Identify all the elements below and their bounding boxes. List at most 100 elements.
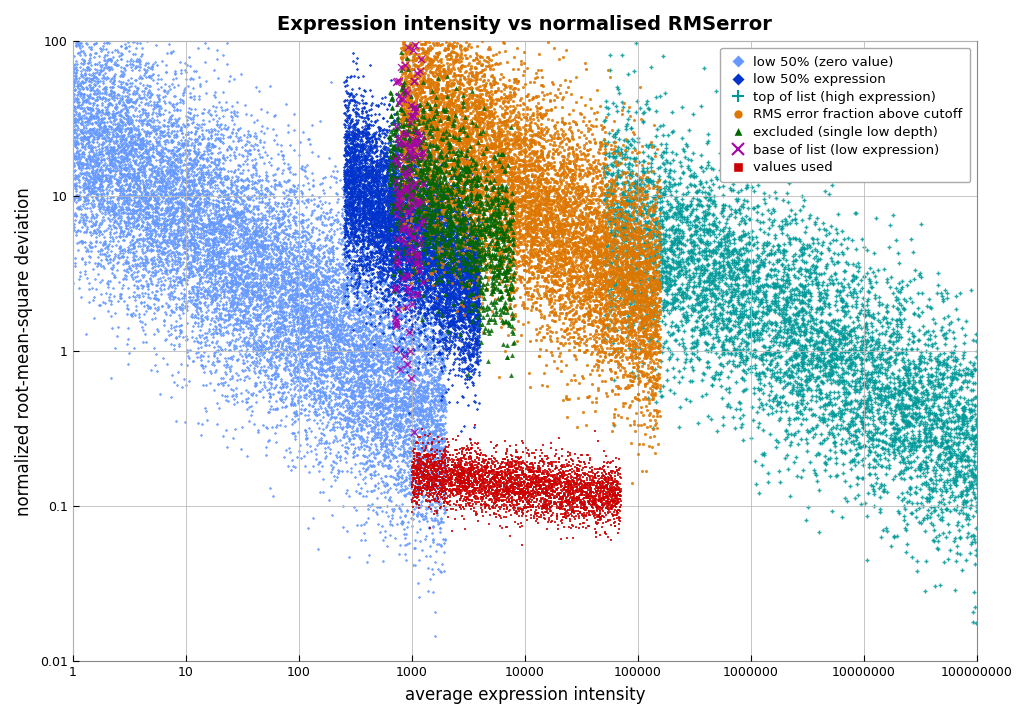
Point xyxy=(172,248,188,260)
Point xyxy=(462,126,478,137)
Point xyxy=(450,307,467,319)
Point xyxy=(465,215,481,226)
Point xyxy=(483,96,500,108)
Point xyxy=(254,237,270,248)
Point xyxy=(526,481,543,493)
Point xyxy=(449,199,466,211)
Point xyxy=(438,279,454,290)
Point xyxy=(293,252,309,263)
Point xyxy=(434,283,450,295)
Point xyxy=(240,277,256,288)
Point xyxy=(244,273,260,285)
Point xyxy=(373,356,390,367)
Point xyxy=(528,191,545,203)
Point xyxy=(808,307,824,319)
Point xyxy=(380,258,397,270)
Point xyxy=(404,430,420,441)
Point xyxy=(604,455,621,467)
Point xyxy=(497,79,513,91)
Point xyxy=(471,454,487,465)
Point xyxy=(156,225,173,237)
Point xyxy=(748,285,765,296)
Point xyxy=(933,515,950,526)
Point xyxy=(551,290,567,302)
Point xyxy=(522,248,539,260)
Point xyxy=(456,336,473,348)
Point xyxy=(451,234,468,246)
Point xyxy=(411,94,428,106)
Point xyxy=(634,322,651,334)
Point xyxy=(402,482,418,494)
Point xyxy=(600,290,617,302)
Point xyxy=(470,242,486,254)
Point xyxy=(261,287,278,298)
Point xyxy=(417,188,434,199)
Point xyxy=(844,412,860,423)
Point xyxy=(544,470,560,482)
Point xyxy=(414,427,431,439)
Point xyxy=(467,496,483,508)
Point xyxy=(291,324,307,335)
Point xyxy=(438,325,454,336)
Point xyxy=(431,308,447,320)
Point xyxy=(407,209,424,220)
Point xyxy=(351,377,367,389)
Point xyxy=(609,333,625,344)
Point xyxy=(512,271,528,283)
Point xyxy=(426,183,442,195)
Point xyxy=(527,303,544,315)
Point xyxy=(343,400,360,411)
Point xyxy=(544,132,560,144)
Point xyxy=(513,160,529,172)
Point xyxy=(858,321,875,332)
Point xyxy=(427,283,443,294)
Point xyxy=(404,187,420,198)
Point xyxy=(212,176,228,188)
Point xyxy=(341,131,358,142)
Point xyxy=(405,210,421,221)
Point xyxy=(248,239,264,250)
Point xyxy=(550,496,566,508)
Point xyxy=(632,244,649,255)
Point xyxy=(168,320,184,331)
Point xyxy=(254,255,270,266)
Point xyxy=(474,148,490,160)
Point xyxy=(358,291,374,303)
Point xyxy=(381,370,398,381)
Point xyxy=(421,113,438,124)
Point xyxy=(133,279,149,290)
Point xyxy=(533,242,549,254)
Point xyxy=(578,481,594,493)
Point xyxy=(286,288,302,299)
Point xyxy=(249,337,265,349)
Point xyxy=(827,334,843,345)
Point xyxy=(746,319,763,330)
Point xyxy=(118,303,135,314)
Point xyxy=(472,301,488,312)
Point xyxy=(412,301,429,313)
Point xyxy=(251,248,267,260)
Point xyxy=(466,464,482,475)
Point xyxy=(181,176,197,188)
Point xyxy=(392,423,408,435)
Point xyxy=(602,494,619,505)
Point xyxy=(833,411,849,423)
Point xyxy=(328,372,344,383)
Point xyxy=(240,173,256,185)
Point xyxy=(934,356,951,367)
Point xyxy=(548,221,564,232)
Point xyxy=(673,333,690,344)
Point xyxy=(363,319,379,330)
Point xyxy=(101,185,117,196)
Point xyxy=(641,250,658,262)
Point xyxy=(380,203,397,214)
Point xyxy=(552,253,568,265)
Point xyxy=(252,151,268,162)
Point xyxy=(557,360,574,371)
Point xyxy=(377,221,394,232)
Point xyxy=(79,181,96,193)
Point xyxy=(922,449,939,460)
Point xyxy=(395,250,411,262)
Point xyxy=(657,188,673,199)
Point xyxy=(138,93,154,104)
